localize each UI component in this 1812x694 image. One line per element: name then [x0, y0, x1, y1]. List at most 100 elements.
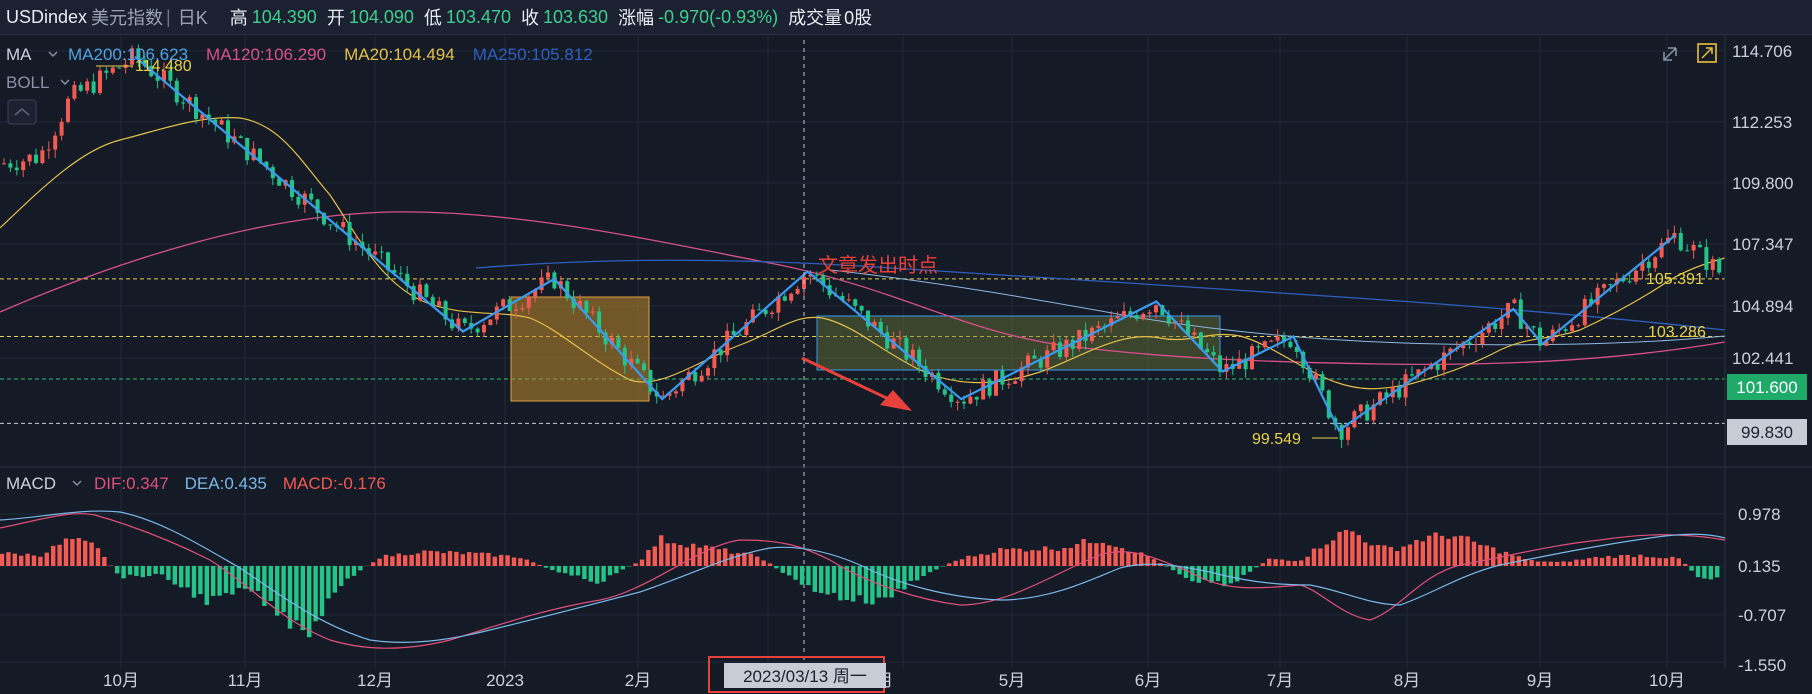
macd-bar — [25, 553, 30, 566]
macd-bar — [281, 566, 286, 613]
macd-bar — [1318, 548, 1323, 566]
candle-body — [277, 178, 282, 186]
candle-body — [168, 70, 173, 81]
macd-bar — [102, 556, 107, 566]
macd-bar — [531, 562, 536, 566]
candle-body — [450, 319, 454, 329]
macd-bar — [1164, 566, 1169, 567]
volume-value: 0股 — [844, 8, 873, 28]
macd-bar — [819, 566, 824, 593]
macd-bar — [230, 566, 235, 595]
macd-bar — [787, 566, 792, 576]
candle-body — [744, 322, 749, 336]
macd-bar — [89, 542, 94, 566]
macd-bar — [1132, 553, 1137, 566]
macd-bar — [447, 550, 453, 566]
macd-bar — [1356, 535, 1361, 566]
candle-body — [258, 148, 262, 162]
candle-body — [565, 281, 570, 299]
collapse-legend-button[interactable] — [7, 99, 37, 125]
macd-bar — [44, 552, 49, 566]
candle-body — [379, 251, 384, 253]
candle-body — [1589, 298, 1594, 305]
candle-body — [462, 318, 467, 323]
candle-body — [398, 272, 403, 274]
price-axis: 114.706 112.253 109.800 107.347 104.894 102.4… — [1732, 42, 1793, 368]
time-tick-label: 2023 — [486, 671, 524, 690]
macd-bar — [204, 566, 209, 605]
macd-tick-label: 0.135 — [1738, 557, 1781, 576]
candle-body — [974, 396, 979, 400]
macd-bar — [812, 566, 817, 592]
macd-bar — [537, 564, 542, 566]
macd-bar — [1407, 544, 1413, 566]
candle-body — [821, 275, 826, 286]
macd-bar — [1055, 550, 1061, 566]
maximize-icon[interactable] — [1697, 43, 1717, 63]
candle-body — [526, 297, 531, 308]
period-selector[interactable]: 日K — [177, 8, 208, 28]
macd-bar — [1337, 531, 1342, 566]
macd-bar — [332, 566, 337, 593]
macd-bar — [236, 566, 241, 589]
macd-bar — [1011, 548, 1016, 566]
macd-legend-label[interactable]: MACD — [6, 474, 56, 493]
candle-body — [1134, 315, 1139, 320]
macd-bar — [1388, 547, 1393, 566]
candle-body — [1627, 281, 1632, 283]
ma20-line — [0, 117, 1726, 390]
candle-body — [1314, 374, 1318, 379]
macd-bar — [646, 549, 651, 566]
right-level-label-2: 103.286 — [1648, 324, 1706, 341]
candle-body — [1640, 261, 1645, 271]
time-tick-label: 12月 — [357, 671, 393, 690]
candle-body — [1384, 392, 1389, 398]
dea-line — [0, 510, 1726, 643]
candle-body — [14, 167, 19, 171]
fullscreen-icon[interactable] — [1663, 47, 1677, 61]
candle-body — [1339, 424, 1344, 440]
candle-body — [1160, 305, 1165, 316]
candle-body — [661, 395, 666, 397]
macd-dropdown-icon[interactable] — [72, 480, 82, 486]
candle-body — [437, 301, 442, 306]
macd-bar — [31, 555, 37, 566]
macd-bar — [1004, 549, 1009, 566]
wave-trend-line[interactable] — [134, 55, 1676, 433]
candle-body — [853, 299, 858, 306]
macd-bar — [1094, 543, 1099, 566]
macd-bar — [121, 566, 126, 579]
macd-bar — [1062, 548, 1067, 566]
boll-dropdown-icon[interactable] — [60, 79, 70, 85]
boll-legend-label[interactable]: BOLL — [6, 73, 49, 92]
macd-bar — [774, 566, 779, 569]
candle-body — [1045, 350, 1050, 368]
macd-bar — [428, 550, 433, 566]
candle-body — [1659, 242, 1664, 258]
macd-bar — [313, 566, 318, 622]
quote-bar: USDindex 美元指数 | 日K 高 104.390 开 104.090 低… — [0, 0, 1812, 35]
candle-body — [1211, 352, 1216, 356]
candle-body — [1038, 358, 1043, 368]
symbol-name[interactable]: USDindex — [6, 6, 88, 27]
macd-bar — [1241, 566, 1246, 575]
macd-bar — [1715, 566, 1720, 578]
macd-bar — [217, 566, 222, 596]
macd-bar — [723, 548, 728, 566]
macd-tick-label: -0.707 — [1738, 606, 1786, 625]
ma-legend-item: MA20:104.494 — [344, 45, 455, 64]
candle-body — [648, 370, 653, 392]
macd-bar — [38, 556, 43, 566]
candle-body — [85, 81, 90, 91]
macd-bar — [1535, 561, 1541, 566]
ma-legend-label[interactable]: MA — [6, 45, 32, 64]
macd-bar — [1529, 560, 1534, 566]
macd-bar — [998, 548, 1003, 566]
candle-body — [635, 358, 640, 364]
price-tick-label: 104.894 — [1732, 297, 1793, 316]
period-separator: | — [166, 6, 171, 27]
consolidation-box-green[interactable] — [816, 315, 1221, 371]
macd-bar — [748, 553, 753, 566]
ma-dropdown-icon[interactable] — [48, 51, 58, 57]
